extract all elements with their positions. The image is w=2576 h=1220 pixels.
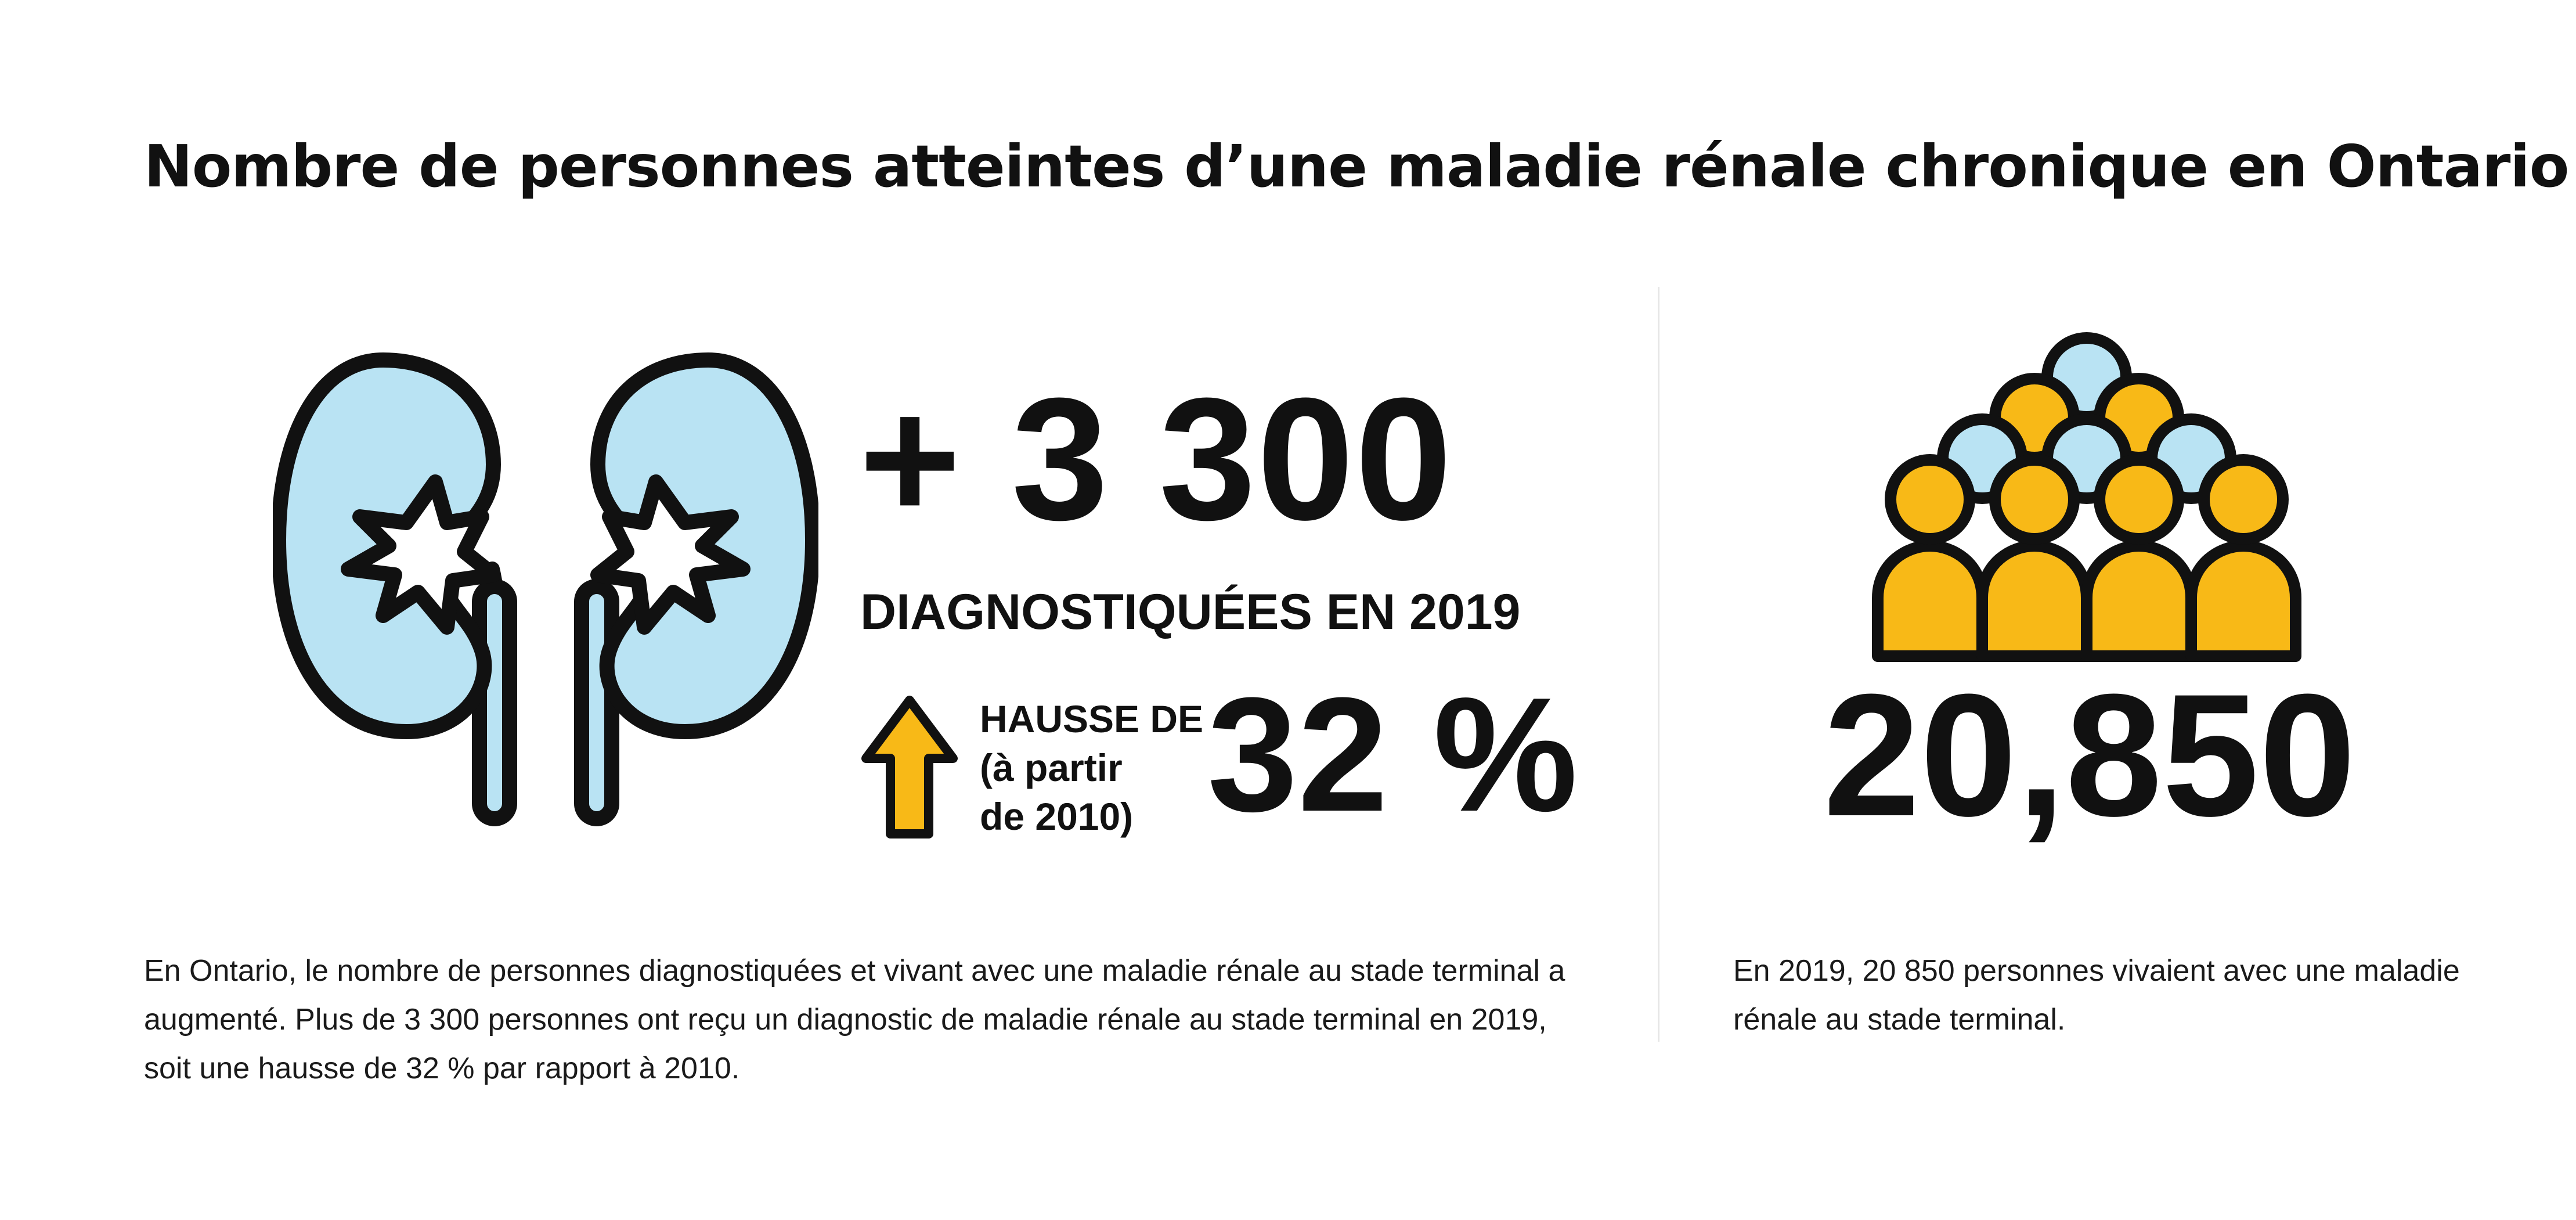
diagnoses-value: + 3 300 <box>859 361 1453 556</box>
increase-line-1: HAUSSE DE <box>980 697 1204 740</box>
description-right: En 2019, 20 850 personnes vivaient avec … <box>1733 954 2460 1037</box>
kidneys-icon <box>273 352 818 826</box>
increase-line-2: (à partir <box>980 746 1123 789</box>
increase-percent: 32 % <box>1207 664 1578 845</box>
page-title: Nombre de personnes atteintes d’une mala… <box>144 132 2569 200</box>
total-value: 20,850 <box>1823 657 2356 852</box>
people-group-icon <box>1872 332 2301 662</box>
increase-line-3: de 2010) <box>980 795 1134 838</box>
diagnoses-label: DIAGNOSTIQUÉES EN 2019 <box>860 584 1521 640</box>
description-left: En Ontario, le nombre de personnes diagn… <box>144 954 1565 1085</box>
up-arrow-icon <box>861 696 958 838</box>
column-divider <box>1658 287 1659 1042</box>
increase-caption: HAUSSE DE (à partir de 2010) <box>980 694 1203 841</box>
